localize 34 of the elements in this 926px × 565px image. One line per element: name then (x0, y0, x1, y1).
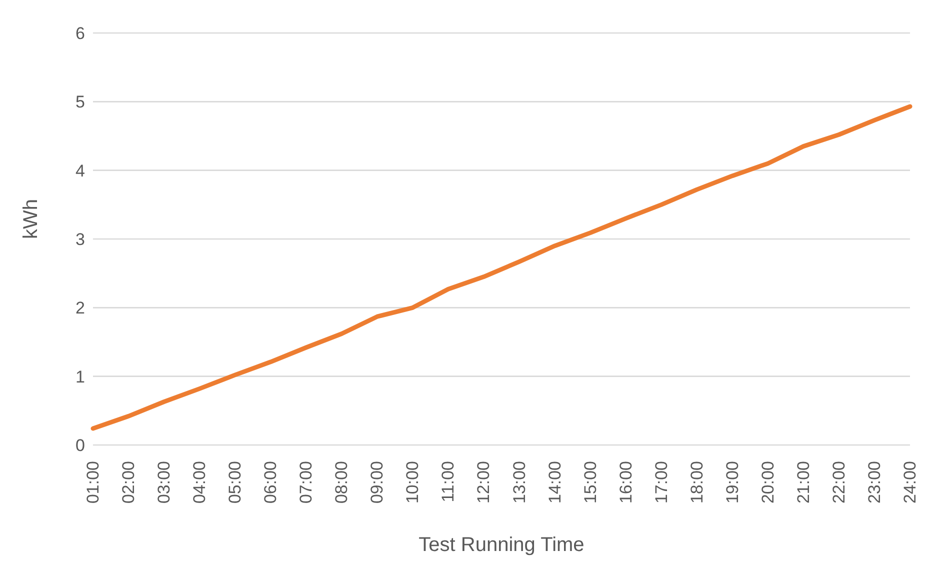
y-tick-label: 3 (76, 230, 85, 250)
y-axis-title: kWh (20, 199, 42, 239)
x-tick-label: 07:00 (296, 461, 316, 504)
x-tick-label: 11:00 (438, 461, 458, 502)
x-axis-title: Test Running Time (418, 534, 584, 556)
x-tick-label: 20:00 (758, 461, 778, 504)
y-tick-label: 4 (76, 161, 85, 180)
x-tick-label: 21:00 (794, 461, 813, 504)
y-tick-label: 2 (76, 298, 85, 318)
x-tick-label: 17:00 (652, 461, 671, 504)
x-tick-label: 23:00 (864, 461, 884, 504)
line-series (90, 104, 912, 431)
x-tick-label: 05:00 (226, 461, 245, 504)
x-tick-label: 18:00 (687, 461, 706, 504)
x-tick-label: 08:00 (332, 461, 352, 504)
x-tick-label: 22:00 (829, 461, 848, 504)
x-tick-label: 15:00 (580, 461, 600, 504)
x-tick-label: 02:00 (119, 461, 138, 504)
x-tick-label: 24:00 (900, 461, 920, 504)
x-tick-label: 12:00 (474, 461, 494, 504)
y-tick-label: 0 (76, 436, 85, 456)
x-tick-label: 04:00 (190, 461, 210, 504)
x-tick-label: 06:00 (261, 461, 280, 504)
x-tick-label: 03:00 (154, 461, 174, 504)
x-tick-label: 10:00 (403, 461, 422, 504)
y-tick-label: 1 (76, 367, 85, 386)
x-tick-label: 13:00 (510, 461, 529, 504)
y-tick-label: 6 (76, 24, 85, 44)
y-tick-label: 5 (76, 92, 85, 112)
x-tick-label: 14:00 (545, 461, 564, 504)
x-tick-label: 01:00 (84, 461, 102, 504)
x-tick-label: 09:00 (368, 461, 387, 504)
x-tick-label: 16:00 (616, 461, 636, 504)
x-tick-label: 19:00 (722, 461, 742, 504)
